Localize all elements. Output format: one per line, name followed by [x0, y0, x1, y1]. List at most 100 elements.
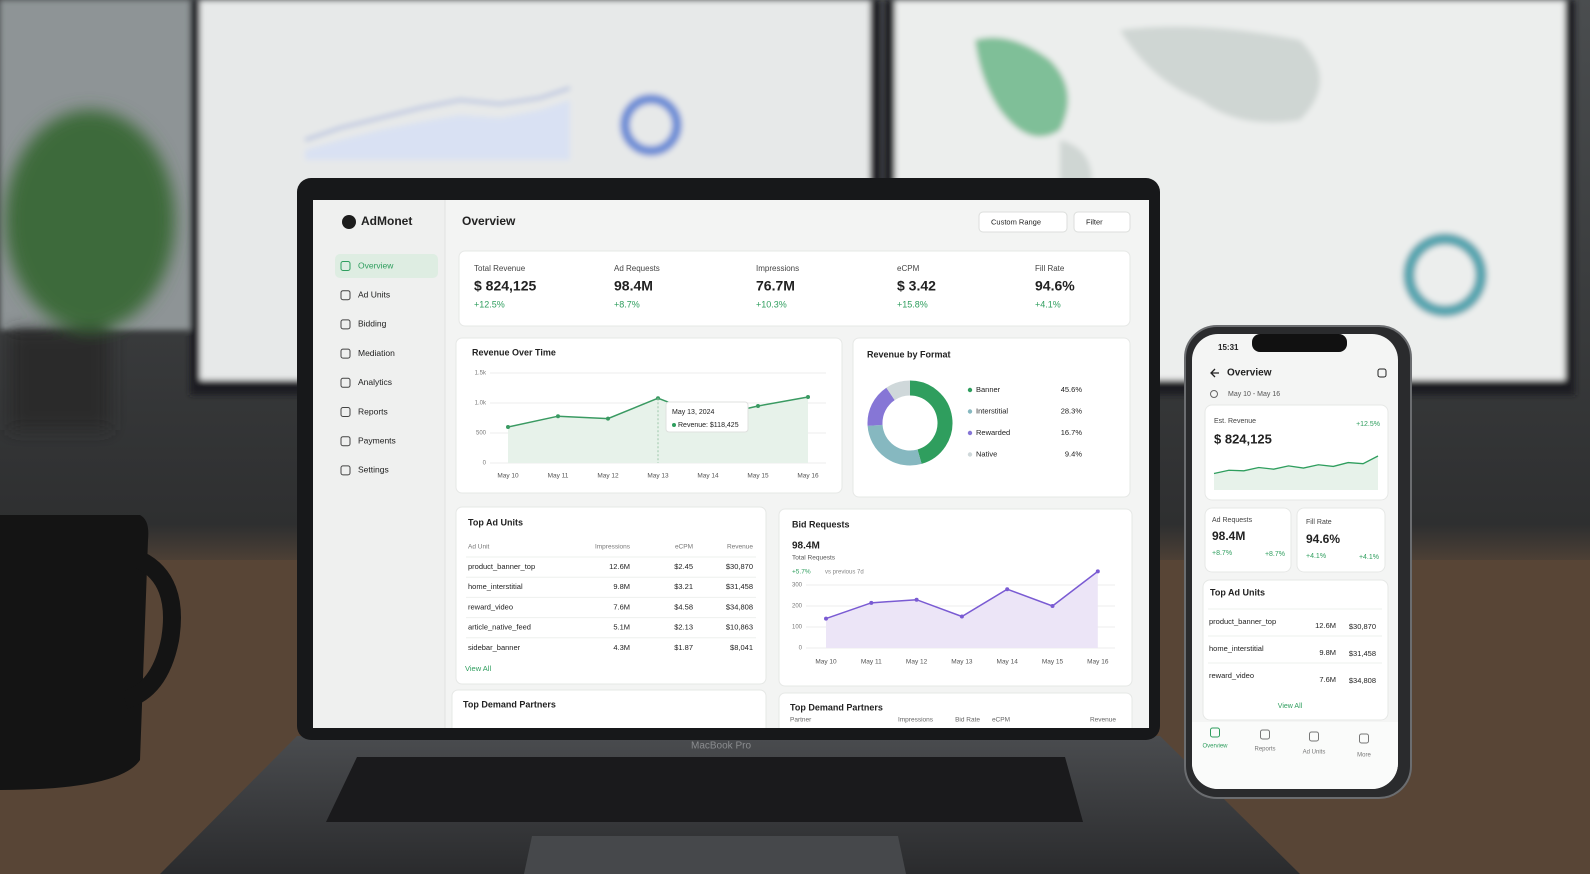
donut-slice [886, 380, 911, 401]
y-tick-label: 200 [792, 604, 803, 610]
blurred-map [1120, 26, 1320, 123]
card-title: Top Ad Units [1210, 587, 1265, 597]
card-title: Revenue by Format [867, 349, 951, 359]
tab-icon[interactable] [1210, 727, 1220, 738]
tab-icon[interactable] [1260, 729, 1270, 740]
control-label[interactable]: Custom Range [991, 217, 1041, 226]
y-tick-label: 500 [476, 431, 487, 437]
table-cell: reward_video [1209, 671, 1254, 680]
card [451, 689, 767, 728]
nav-item[interactable]: Bidding [358, 319, 387, 329]
card [852, 337, 1131, 498]
table-cell: $8,041 [730, 643, 753, 652]
point [606, 416, 610, 421]
donut-slice [909, 380, 953, 464]
view-all-link[interactable]: View All [465, 664, 491, 673]
value-label: 9.4% [1065, 449, 1082, 458]
kpi-value: 94.6% [1035, 278, 1075, 294]
y-tick-label: 300 [792, 583, 803, 589]
sparkline-area [1214, 456, 1378, 490]
kpi-label: Ad Requests [614, 264, 660, 273]
column-header: Bid Rate [955, 717, 980, 724]
nav-icon [340, 319, 351, 330]
x-tick-label: May 16 [1087, 659, 1109, 666]
table-cell: $2.45 [674, 562, 693, 571]
point [1050, 604, 1055, 608]
tab-label[interactable]: Reports [1254, 747, 1275, 753]
kpi-label: Fill Rate [1035, 264, 1065, 273]
nav-icon [340, 465, 351, 476]
kpi-label: Impressions [756, 264, 799, 273]
kpi-change: +12.5% [474, 299, 505, 309]
nav-item[interactable]: Overview [358, 260, 394, 270]
point [756, 404, 760, 408]
point [506, 425, 510, 429]
kpi-value: 98.4M [614, 278, 653, 294]
x-tick-label: May 10 [497, 473, 519, 480]
bid-change: +5.7% [792, 569, 811, 576]
card-value: $ 824,125 [1214, 431, 1272, 446]
status-time: 15:31 [1218, 343, 1239, 352]
x-tick-label: May 14 [997, 659, 1019, 666]
column-header: eCPM [675, 544, 693, 551]
x-tick-label: May 15 [747, 473, 769, 480]
nav-item[interactable]: Reports [358, 406, 388, 416]
back-arrow[interactable] [1210, 368, 1219, 378]
table-cell: $31,458 [726, 582, 753, 591]
x-tick-label: May 13 [951, 659, 973, 666]
table-cell: 9.8M [613, 582, 630, 591]
tab-icon[interactable] [1359, 733, 1369, 744]
brand-logo [342, 215, 356, 229]
card-title: Bid Requests [792, 519, 850, 529]
tab-label[interactable]: Overview [1202, 744, 1228, 750]
card-value: 98.4M [1212, 529, 1245, 543]
card-label: Ad Requests [1212, 517, 1253, 524]
point [869, 600, 874, 605]
tab-label[interactable]: More [1357, 753, 1371, 759]
dashboard: AdMonet Overview Ad Units Bidding Mediation A… [313, 200, 1133, 728]
view-all-link[interactable]: View All [1278, 703, 1303, 710]
page-title: Overview [462, 214, 516, 228]
table-cell: 4.3M [613, 643, 630, 652]
table-cell: reward_video [468, 602, 513, 611]
nav-item[interactable]: Mediation [358, 348, 395, 358]
x-tick-label: May 14 [697, 473, 719, 480]
nav-item[interactable]: Analytics [358, 377, 392, 387]
nav-item[interactable]: Ad Units [358, 289, 390, 299]
tab-icon[interactable] [1309, 731, 1319, 742]
device-label: MacBook Pro [691, 741, 751, 752]
table-cell: $31,458 [1349, 649, 1376, 658]
blurred-chart-area [305, 100, 570, 160]
table-cell: product_banner_top [1209, 617, 1276, 626]
card-change: +8.7% [1265, 551, 1285, 558]
nav-item[interactable]: Payments [358, 435, 396, 445]
legend-label: Interstitial [976, 406, 1008, 415]
control-button[interactable] [978, 211, 1068, 233]
y-tick-label: 0 [799, 646, 803, 652]
date-range: May 10 - May 16 [1228, 391, 1280, 398]
nav-item[interactable]: Settings [358, 465, 389, 475]
kpi-card [458, 250, 1131, 327]
x-tick-label: May 12 [906, 659, 928, 666]
control-button[interactable] [1073, 211, 1131, 233]
share-icon[interactable] [1377, 368, 1387, 378]
tab-label[interactable]: Ad Units [1303, 750, 1326, 756]
table-cell: article_native_feed [468, 623, 531, 632]
table-cell: 12.6M [1315, 621, 1336, 630]
plant [5, 110, 175, 330]
kpi-value: $ 3.42 [897, 278, 936, 294]
x-tick-label: May 11 [861, 659, 882, 666]
table-cell: $30,870 [1349, 622, 1376, 631]
value-label: 16.7% [1061, 428, 1083, 437]
table-cell: home_interstitial [1209, 644, 1264, 653]
card-change: +12.5% [1356, 421, 1380, 428]
kpi-change: +4.1% [1035, 299, 1061, 309]
control-label[interactable]: Filter [1086, 217, 1103, 226]
table-cell: $2.13 [674, 623, 693, 632]
table-cell: $4.58 [674, 602, 693, 611]
blurred-map [975, 37, 1068, 137]
card [1204, 507, 1292, 573]
kpi-value: $ 824,125 [474, 278, 536, 294]
tooltip [665, 401, 749, 433]
